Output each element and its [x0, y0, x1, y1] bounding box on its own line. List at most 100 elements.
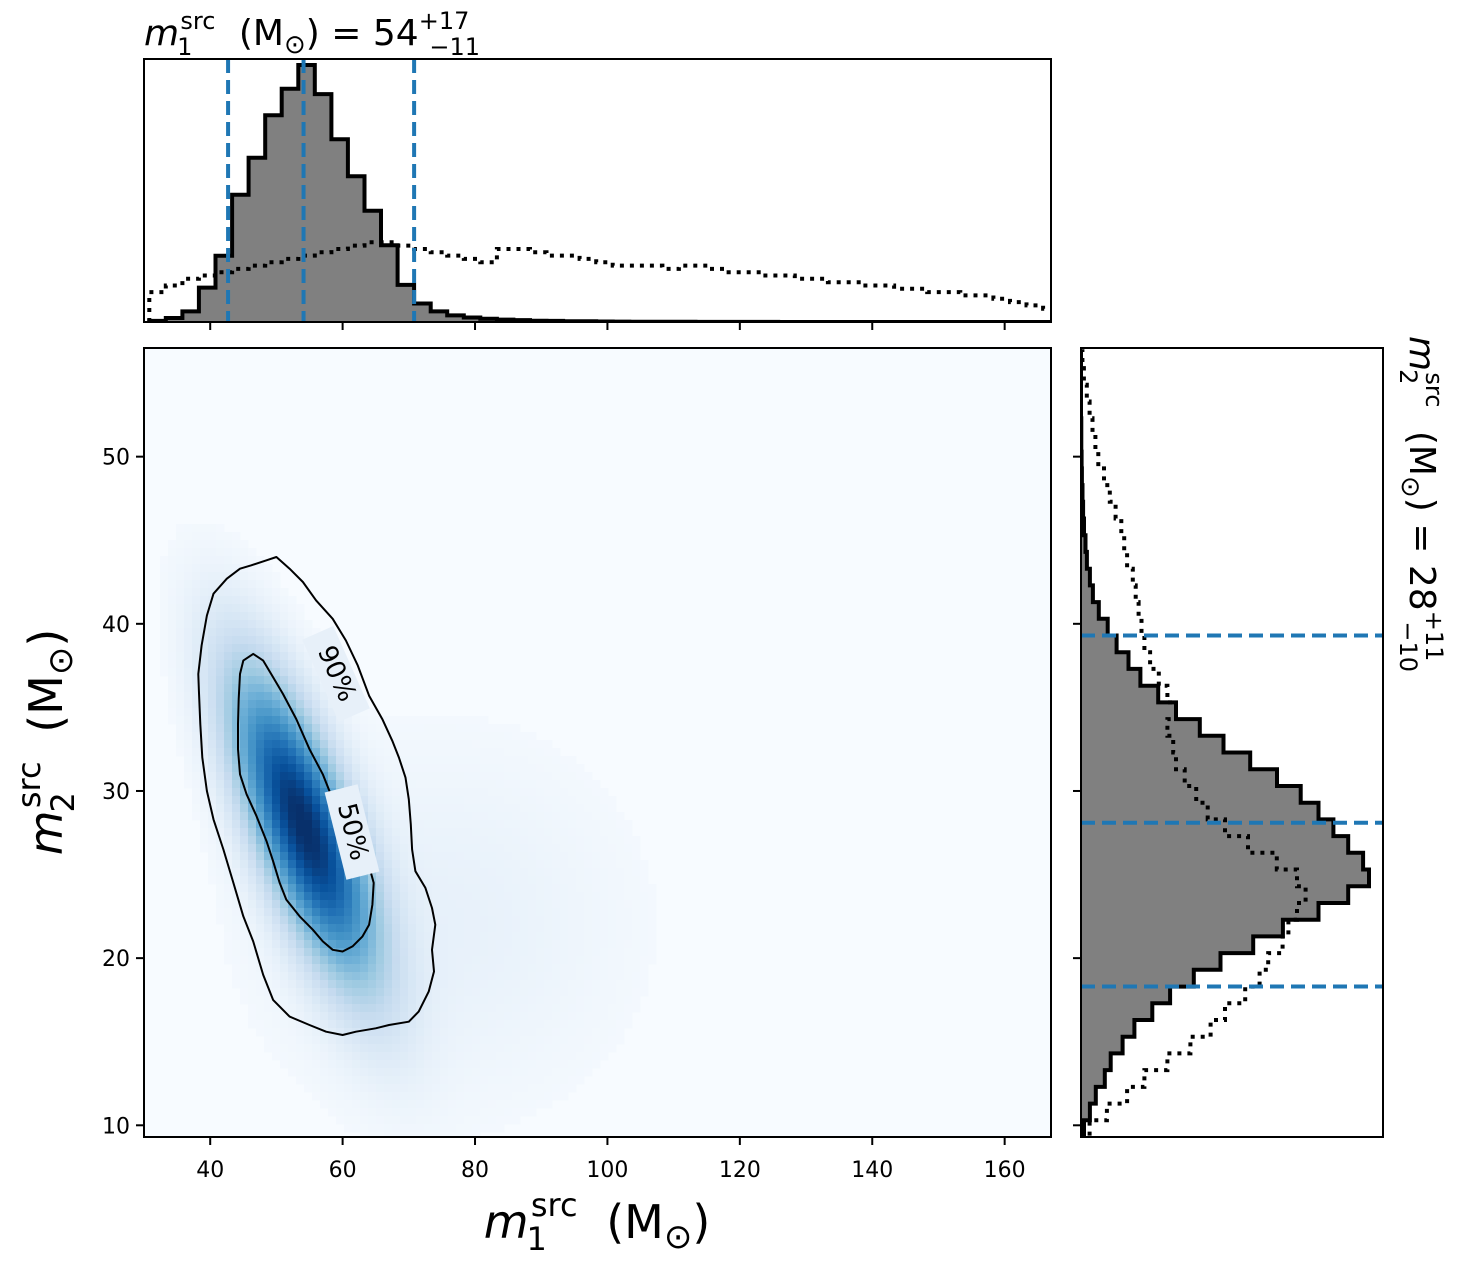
heatmap-cell: [216, 852, 225, 861]
heatmap-cell: [400, 868, 409, 877]
heatmap-cell: [368, 788, 377, 797]
heatmap-cell: [280, 740, 289, 749]
heatmap-cell: [608, 804, 617, 813]
heatmap-cell: [464, 828, 473, 837]
heatmap-cell: [432, 1052, 441, 1061]
heatmap-cell: [456, 1044, 465, 1053]
heatmap-cell: [520, 892, 529, 901]
y-label-sub: 2: [44, 792, 82, 812]
heatmap-cell: [520, 1076, 529, 1085]
heatmap-cell: [648, 948, 657, 957]
heatmap-cell: [184, 588, 193, 597]
heatmap-cell: [280, 924, 289, 933]
heatmap-cell: [544, 1076, 553, 1085]
heatmap-cell: [584, 788, 593, 797]
heatmap-cell: [584, 1060, 593, 1069]
heatmap-cell: [544, 996, 553, 1005]
heatmap-cell: [184, 580, 193, 589]
heatmap-cell: [288, 932, 297, 941]
heatmap-cell: [640, 948, 649, 957]
heatmap-cell: [320, 1060, 329, 1069]
heatmap-cell: [216, 740, 225, 749]
heatmap-cell: [592, 1028, 601, 1037]
heatmap-cell: [256, 908, 265, 917]
heatmap-cell: [512, 972, 521, 981]
heatmap-cell: [584, 1020, 593, 1029]
heatmap-cell: [168, 716, 177, 725]
heatmap-cell: [216, 820, 225, 829]
heatmap-cell: [232, 796, 241, 805]
heatmap-cell: [320, 836, 329, 845]
heatmap-cell: [576, 884, 585, 893]
heatmap-cell: [328, 1068, 337, 1077]
heatmap-cell: [232, 924, 241, 933]
heatmap-cell: [464, 980, 473, 989]
heatmap-cell: [464, 1100, 473, 1109]
heatmap-cell: [480, 788, 489, 797]
heatmap-cell: [472, 876, 481, 885]
heatmap-cell: [584, 876, 593, 885]
heatmap-cell: [224, 732, 233, 741]
heatmap-cell: [464, 948, 473, 957]
heatmap-cell: [432, 740, 441, 749]
heatmap-cell: [184, 636, 193, 645]
heatmap-cell: [464, 1076, 473, 1085]
heatmap-cell: [328, 764, 337, 773]
heatmap-cell: [256, 660, 265, 669]
heatmap-cell: [440, 1044, 449, 1053]
heatmap-cell: [248, 556, 257, 565]
heatmap-cell: [192, 796, 201, 805]
heatmap-cell: [464, 940, 473, 949]
heatmap-cell: [368, 908, 377, 917]
heatmap-cell: [472, 972, 481, 981]
heatmap-cell: [272, 636, 281, 645]
heatmap-cell: [272, 716, 281, 725]
heatmap-cell: [464, 932, 473, 941]
heatmap-cell: [376, 1052, 385, 1061]
heatmap-cell: [424, 908, 433, 917]
heatmap-cell: [384, 1068, 393, 1077]
heatmap-cell: [496, 940, 505, 949]
heatmap-cell: [312, 924, 321, 933]
heatmap-cell: [376, 844, 385, 853]
heatmap-cell: [424, 940, 433, 949]
heatmap-cell: [560, 980, 569, 989]
heatmap-cell: [256, 988, 265, 997]
heatmap-cell: [376, 820, 385, 829]
heatmap-cell: [328, 884, 337, 893]
heatmap-cell: [264, 724, 273, 733]
heatmap-cell: [640, 868, 649, 877]
heatmap-cell: [360, 956, 369, 965]
heatmap-cell: [336, 724, 345, 733]
heatmap-cell: [544, 940, 553, 949]
heatmap-cell: [544, 764, 553, 773]
heatmap-cell: [448, 916, 457, 925]
heatmap-cell: [528, 852, 537, 861]
heatmap-cell: [472, 1108, 481, 1117]
heatmap-cell: [440, 1116, 449, 1125]
heatmap-cell: [528, 836, 537, 845]
heatmap-cell: [264, 580, 273, 589]
heatmap-cell: [464, 1132, 473, 1137]
heatmap-cell: [648, 908, 657, 917]
heatmap-cell: [184, 756, 193, 765]
heatmap-cell: [616, 988, 625, 997]
heatmap-cell: [528, 1020, 537, 1029]
heatmap-cell: [448, 964, 457, 973]
heatmap-cell: [448, 900, 457, 909]
heatmap-cell: [472, 852, 481, 861]
heatmap-cell: [312, 628, 321, 637]
heatmap-cell: [200, 644, 209, 653]
heatmap-cell: [296, 860, 305, 869]
heatmap-cell: [448, 1116, 457, 1125]
heatmap-cell: [624, 940, 633, 949]
heatmap-cell: [344, 1116, 353, 1125]
heatmap-cell: [280, 748, 289, 757]
heatmap-cell: [536, 1092, 545, 1101]
heatmap-cell: [248, 676, 257, 685]
heatmap-cell: [312, 820, 321, 829]
heatmap-cell: [280, 796, 289, 805]
heatmap-cell: [272, 900, 281, 909]
heatmap-cell: [320, 732, 329, 741]
heatmap-cell: [592, 964, 601, 973]
